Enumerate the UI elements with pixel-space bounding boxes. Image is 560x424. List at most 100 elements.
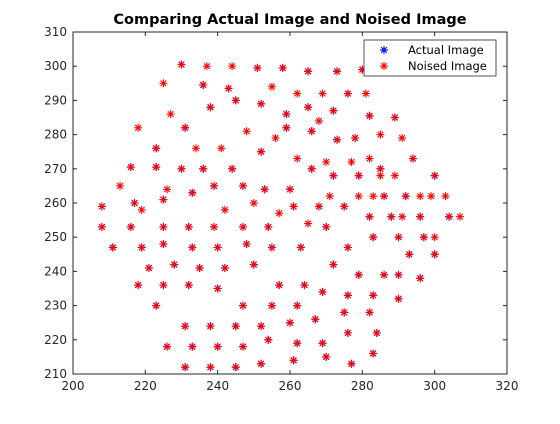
noised-image-point: [390, 113, 399, 122]
noised-image-point: [163, 185, 172, 194]
noised-image-point: [343, 291, 352, 300]
noised-image-point: [242, 127, 251, 136]
noised-image-point: [401, 192, 410, 201]
legend-label-noised-image: Noised Image: [408, 59, 487, 73]
noised-image-point: [286, 318, 294, 327]
noised-image-point: [318, 339, 327, 348]
y-tick-label: 210: [44, 367, 67, 381]
x-tick-label: 200: [62, 379, 85, 393]
noised-image-point: [206, 103, 215, 112]
noised-image-point: [333, 67, 342, 76]
noised-image-point: [199, 164, 208, 173]
noised-image-point: [394, 270, 403, 279]
series-noised-image: [97, 60, 464, 372]
noised-image-point: [271, 134, 280, 143]
noised-image-point: [408, 154, 417, 163]
noised-image-point: [159, 79, 168, 88]
y-tick-label: 300: [44, 59, 67, 73]
noised-image-point: [210, 222, 219, 231]
y-tick-label: 290: [44, 93, 67, 107]
noised-image-point: [314, 116, 323, 125]
y-tick-label: 310: [44, 25, 67, 39]
noised-image-point: [416, 212, 425, 221]
noised-image-point: [152, 163, 161, 172]
noised-image-point: [238, 342, 247, 351]
noised-image-point: [293, 89, 302, 98]
noised-image-point: [376, 164, 385, 173]
noised-image-point: [144, 263, 153, 272]
noised-image-point: [220, 263, 229, 272]
noised-image-point: [257, 322, 266, 331]
x-tick-label: 240: [206, 379, 229, 393]
noised-image-point: [126, 163, 135, 172]
x-tick-label: 320: [496, 379, 519, 393]
noised-image-point: [398, 212, 407, 221]
noised-image-point: [369, 291, 378, 300]
noised-image-point: [314, 202, 323, 211]
noised-image-point: [275, 281, 284, 290]
noised-image-point: [365, 111, 374, 120]
noised-image-point: [416, 274, 425, 283]
noised-image-point: [253, 63, 262, 72]
noised-image-point: [213, 243, 222, 252]
noised-image-point: [354, 270, 363, 279]
noised-image-point: [354, 192, 363, 201]
y-tick-label: 280: [44, 128, 67, 142]
noised-image-point: [372, 328, 381, 337]
legend-label-actual-image: Actual Image: [408, 43, 484, 57]
noised-image-point: [430, 233, 439, 242]
noised-image-point: [304, 219, 313, 228]
noised-image-point: [278, 63, 287, 72]
noised-image-point: [188, 243, 197, 252]
noised-image-point: [249, 260, 258, 269]
noised-image-point: [159, 222, 168, 231]
noised-image-point: [134, 123, 143, 132]
noised-image-point: [177, 60, 186, 69]
x-tick-label: 300: [423, 379, 446, 393]
noised-image-point: [347, 157, 356, 166]
x-tick-label: 220: [134, 379, 157, 393]
noised-image-point: [108, 243, 117, 252]
noised-image-point: [264, 335, 273, 344]
noised-image-point: [224, 84, 233, 93]
y-tick-label: 270: [44, 162, 67, 176]
noised-image-point: [365, 212, 374, 221]
noised-image-point: [441, 192, 450, 201]
noised-image-point: [376, 171, 385, 180]
noised-image-point: [130, 199, 139, 207]
legend-marker-actual-image: [380, 46, 388, 54]
noised-image-point: [351, 134, 360, 143]
noised-image-point: [228, 164, 237, 173]
noised-image-point: [188, 342, 197, 351]
noised-image-point: [275, 209, 284, 218]
noised-image-point: [365, 308, 374, 317]
noised-image-point: [361, 89, 370, 98]
noised-image-point: [257, 147, 266, 156]
noised-image-point: [369, 192, 378, 201]
noised-image-point: [419, 233, 428, 242]
noised-image-point: [213, 342, 222, 351]
noised-image-point: [242, 240, 251, 249]
noised-image-point: [455, 212, 464, 221]
noised-image-point: [159, 240, 168, 249]
noised-image-point: [249, 199, 258, 207]
noised-image-point: [217, 144, 226, 153]
noised-image-point: [238, 222, 247, 231]
noised-image-point: [340, 308, 349, 317]
noised-image-point: [286, 185, 294, 194]
noised-image-point: [199, 81, 208, 90]
noised-image-point: [289, 356, 298, 365]
noised-image-point: [300, 281, 309, 290]
noised-image-point: [329, 260, 338, 269]
noised-image-point: [181, 322, 190, 331]
noised-image-point: [398, 134, 407, 143]
legend: Actual Image Noised Image: [363, 39, 497, 77]
noised-image-point: [126, 222, 135, 231]
noised-image-point: [343, 328, 352, 337]
noised-image-point: [257, 359, 266, 368]
noised-image-point: [329, 106, 338, 115]
noised-image-point: [181, 123, 190, 132]
noised-image-point: [369, 349, 378, 358]
noised-image-point: [238, 181, 247, 190]
chart-title: Comparing Actual Image and Noised Image: [113, 12, 466, 28]
